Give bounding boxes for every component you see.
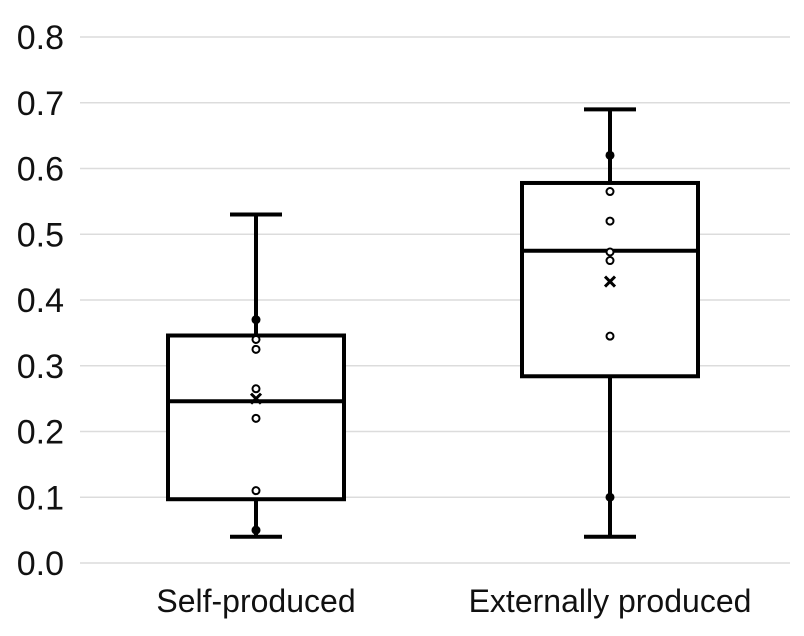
y-tick-label: 0.2 bbox=[17, 414, 64, 452]
data-point bbox=[251, 525, 261, 535]
boxes bbox=[166, 107, 700, 539]
data-point bbox=[251, 344, 261, 354]
category-label: Externally produced bbox=[469, 583, 752, 619]
mean-marker bbox=[603, 275, 617, 288]
y-tick-label: 0.5 bbox=[17, 216, 64, 254]
data-point bbox=[251, 486, 261, 496]
data-point bbox=[605, 492, 615, 502]
data-point bbox=[605, 247, 615, 257]
category-label: Self-produced bbox=[156, 583, 355, 619]
data-point bbox=[605, 216, 615, 226]
y-axis: 0.0 0.1 0.2 0.3 0.4 0.5 0.6 0.7 0.8 bbox=[17, 19, 64, 583]
mean-marker bbox=[249, 392, 263, 405]
x-axis: Self-produced Externally produced bbox=[156, 583, 751, 619]
box-group bbox=[166, 212, 346, 539]
y-tick-label: 0.6 bbox=[17, 151, 64, 189]
y-tick-label: 0.8 bbox=[17, 19, 64, 57]
data-point bbox=[251, 384, 261, 394]
data-point bbox=[251, 413, 261, 423]
y-tick-label: 0.0 bbox=[17, 545, 64, 583]
y-tick-label: 0.1 bbox=[17, 479, 64, 517]
data-point bbox=[251, 334, 261, 344]
data-point bbox=[605, 150, 615, 160]
box-group bbox=[520, 107, 700, 539]
y-tick-label: 0.3 bbox=[17, 348, 64, 386]
data-point bbox=[251, 315, 261, 325]
y-tick-label: 0.4 bbox=[17, 282, 64, 320]
data-point bbox=[605, 331, 615, 341]
y-tick-label: 0.7 bbox=[17, 85, 64, 123]
data-point bbox=[605, 256, 615, 266]
data-point bbox=[605, 187, 615, 197]
